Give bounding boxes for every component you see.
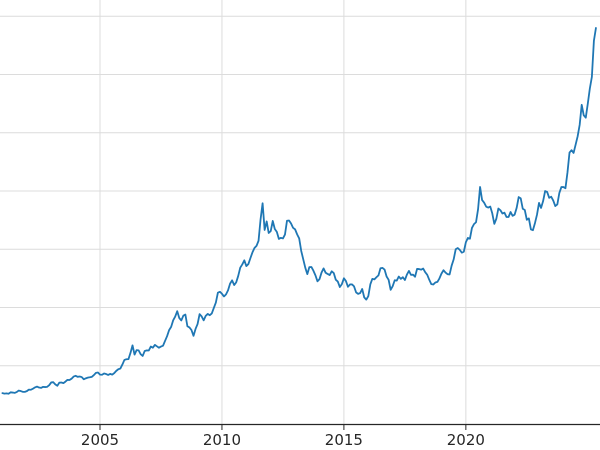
- x-tick-label: 2010: [203, 431, 241, 449]
- x-tick-label: 2020: [447, 431, 485, 449]
- x-tick-label: 2015: [325, 431, 363, 449]
- price-line-series: [1, 27, 597, 395]
- x-tick-label: 2005: [81, 431, 119, 449]
